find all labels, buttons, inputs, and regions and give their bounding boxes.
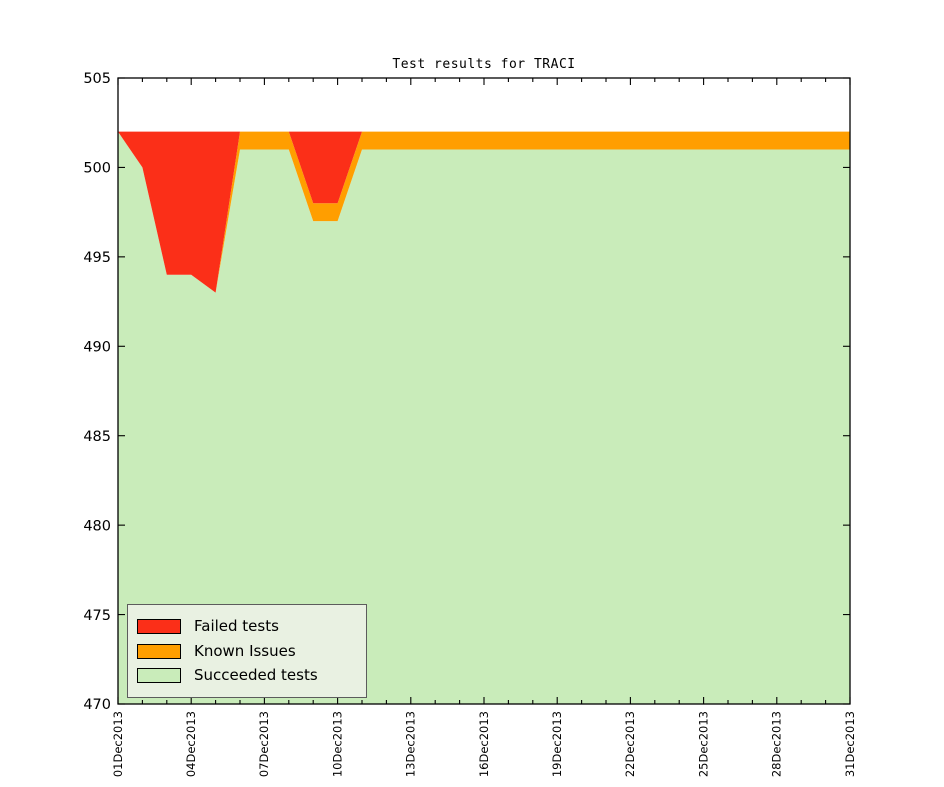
legend-swatch-failed-tests (137, 618, 181, 634)
area-known-issues (118, 131, 850, 293)
x-tick-label: 13Dec2013 (404, 711, 418, 777)
y-tick-label: 485 (83, 429, 111, 445)
legend-item-known-issues: Known Issues (137, 641, 366, 660)
x-tick-label: 31Dec2013 (843, 711, 857, 777)
x-tick-label: 19Dec2013 (550, 711, 564, 777)
legend-swatch-succeeded-tests (137, 668, 181, 684)
x-tick-label: 28Dec2013 (770, 711, 784, 777)
x-tick-label: 16Dec2013 (477, 711, 491, 777)
x-tick-label: 10Dec2013 (330, 711, 344, 777)
x-tick-label: 04Dec2013 (184, 711, 198, 777)
plot-frame (117, 77, 851, 705)
y-tick-label: 490 (83, 340, 111, 356)
x-tick-label: 25Dec2013 (696, 711, 710, 777)
legend-label-failed-tests: Failed tests (194, 616, 279, 635)
legend-swatch-known-issues (137, 643, 181, 659)
area-succeeded-tests (118, 131, 850, 704)
legend: Failed tests Known Issues Succeeded test… (127, 604, 367, 698)
y-tick-label: 470 (83, 697, 111, 713)
chart-title: Test results for TRACI (392, 57, 576, 72)
axis-ticks (117, 77, 851, 705)
axis-tick-labels: 470 475 480 485 490 495 500 505 01Dec2013 04Dec20… (83, 71, 856, 777)
y-tick-label: 500 (83, 161, 111, 177)
y-tick-label: 495 (83, 250, 111, 266)
legend-item-failed-tests: Failed tests (137, 616, 366, 635)
area-failed-tests (118, 131, 850, 293)
x-tick-label: 22Dec2013 (623, 711, 637, 777)
legend-label-succeeded-tests: Succeeded tests (194, 666, 318, 685)
stacked-areas (118, 131, 850, 704)
legend-label-known-issues: Known Issues (194, 641, 296, 660)
legend-item-succeeded-tests: Succeeded tests (137, 666, 366, 685)
y-tick-label: 505 (83, 71, 111, 87)
y-tick-label: 480 (83, 518, 111, 534)
x-tick-label: 07Dec2013 (257, 711, 271, 777)
x-tick-label: 01Dec2013 (111, 711, 125, 777)
y-tick-label: 475 (83, 608, 111, 624)
